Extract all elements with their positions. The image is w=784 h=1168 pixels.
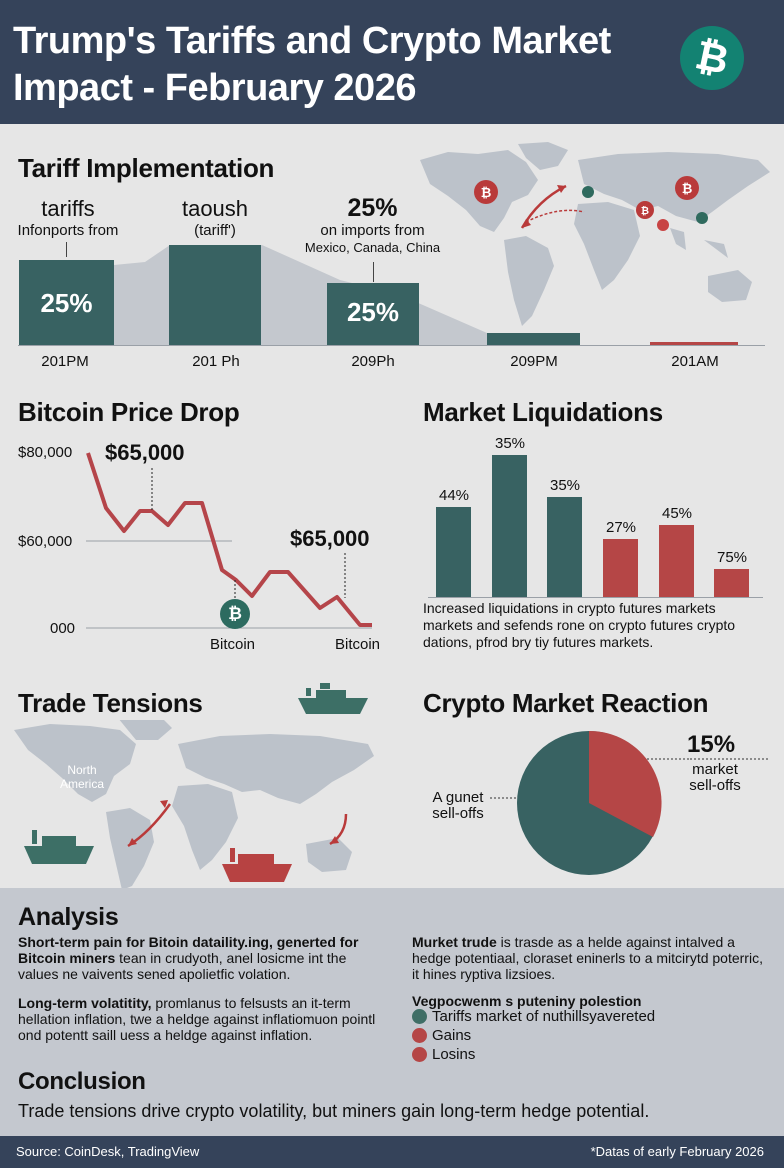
pie-leader-lines [647, 758, 690, 760]
btc-price-line-chart [86, 452, 372, 629]
tariff-x-label-2: 201 Ph [192, 353, 240, 370]
legend-item-tariffs: Tariffs market of nuthillsyavereted [412, 1008, 655, 1025]
tariff-bar-2 [169, 245, 261, 345]
tariff-x-label-5: 201AM [671, 353, 719, 370]
svg-text:America: America [60, 777, 104, 791]
liq-value-1: 44% [438, 487, 470, 504]
analysis-para-2: Long-term volatitity, promlanus to felsu… [18, 995, 376, 1043]
liq-bar-5 [659, 525, 694, 597]
analysis-panel [0, 888, 784, 1136]
cargo-ship-icon-red [222, 848, 292, 882]
legend-dot-red-icon [412, 1047, 427, 1062]
tariff-label-2: taoush (tariff') [181, 196, 249, 239]
tariff-label-3: 25% on imports from Mexico, Canada, Chin… [304, 194, 441, 255]
reaction-pie-chart [517, 730, 662, 875]
bitcoin-marker-label-1: Bitcoin [210, 636, 256, 653]
bitcoin-marker-label-2: Bitcoin [335, 636, 381, 653]
tariff-tick-1 [66, 242, 67, 257]
svg-text:₿: ₿ [481, 186, 492, 201]
liq-value-3: 35% [549, 477, 581, 494]
liq-value-5: 45% [661, 505, 693, 522]
svg-text:₿: ₿ [682, 182, 693, 197]
tariff-axis [18, 345, 765, 346]
reaction-right-label: market sell-offs [689, 761, 741, 794]
tariff-x-label-3: 209Ph [351, 353, 395, 370]
legend-title: Vegpocwenm s puteniny polestion [412, 993, 642, 1009]
liq-bar-6 [714, 569, 749, 597]
svg-text:₿: ₿ [641, 205, 649, 217]
analysis-para-1: Short-term pain for Bitoin dataility.ing… [18, 934, 359, 982]
page-title: Trump's Tariffs and Crypto Market Impact… [13, 20, 611, 109]
reaction-section-title: Crypto Market Reaction [423, 688, 709, 718]
analysis-section-title: Analysis [18, 903, 119, 931]
reaction-left-label: A gunet sell-offs [432, 789, 484, 822]
tariff-bar-5 [650, 342, 738, 345]
btc-price-section-title: Bitcoin Price Drop [18, 397, 240, 427]
y-label-60000: $60,000 [18, 533, 73, 550]
price-annotation-1: $65,000 [105, 440, 185, 465]
header-banner: Trump's Tariffs and Crypto Market Impact… [0, 0, 784, 124]
tariff-label-1: tariffs Infonports from [17, 196, 119, 239]
tariff-bar-1: 25% [19, 260, 114, 345]
liq-bar-3 [547, 497, 582, 597]
legend-item-losins: Losins [412, 1046, 475, 1063]
cargo-ship-icon-left [24, 830, 94, 864]
trade-section-title: Trade Tensions [18, 688, 203, 718]
tariff-section-title: Tariff Implementation [18, 153, 275, 183]
tariff-tick-3 [373, 262, 374, 282]
liquidations-caption: Increased liquidations in crypto futures… [423, 600, 736, 650]
source-text: Source: CoinDesk, TradingView [16, 1144, 200, 1159]
price-annotation-2: $65,000 [290, 526, 370, 551]
world-map-trade: North America [14, 720, 374, 890]
conclusion-text: Trade tensions drive crypto volatility, … [18, 1101, 650, 1121]
liq-axis [428, 597, 763, 598]
tariff-bar-4 [487, 333, 580, 345]
bitcoin-badge: ₿ [680, 26, 744, 90]
pie-leader-left [490, 797, 516, 799]
pie-leader-right [690, 758, 770, 760]
liq-value-6: 75% [716, 549, 748, 566]
legend-dot-red-icon [412, 1028, 427, 1043]
svg-text:North: North [67, 763, 96, 777]
analysis-para-3: Murket trude is trasde as a helde agains… [412, 934, 763, 982]
liq-bar-4 [603, 539, 638, 597]
bitcoin-marker-icon: ₿ [220, 599, 250, 629]
liquidations-section-title: Market Liquidations [423, 397, 663, 427]
legend-item-gains: Gains [412, 1027, 471, 1044]
world-map-top: ₿ ₿ ₿ [420, 142, 770, 326]
reaction-big-value: 15% [687, 731, 736, 758]
y-label-80000: $80,000 [18, 444, 73, 461]
liq-value-4: 27% [605, 519, 637, 536]
legend-dot-teal-icon [412, 1009, 427, 1024]
tariff-x-label-1: 201PM [41, 353, 89, 370]
footer-bar: Source: CoinDesk, TradingView *Datas of … [0, 1136, 784, 1168]
cargo-ship-icon-top [298, 683, 368, 714]
liq-value-2: 35% [494, 435, 526, 452]
conclusion-title: Conclusion [18, 1068, 146, 1095]
liq-bar-1 [436, 507, 471, 597]
liq-bar-2 [492, 455, 527, 597]
tariff-x-label-4: 209PM [510, 353, 558, 370]
date-note: *Datas of early February 2026 [590, 1144, 764, 1159]
tariff-bar-3: 25% [327, 283, 419, 345]
y-label-000: 000 [50, 620, 76, 637]
